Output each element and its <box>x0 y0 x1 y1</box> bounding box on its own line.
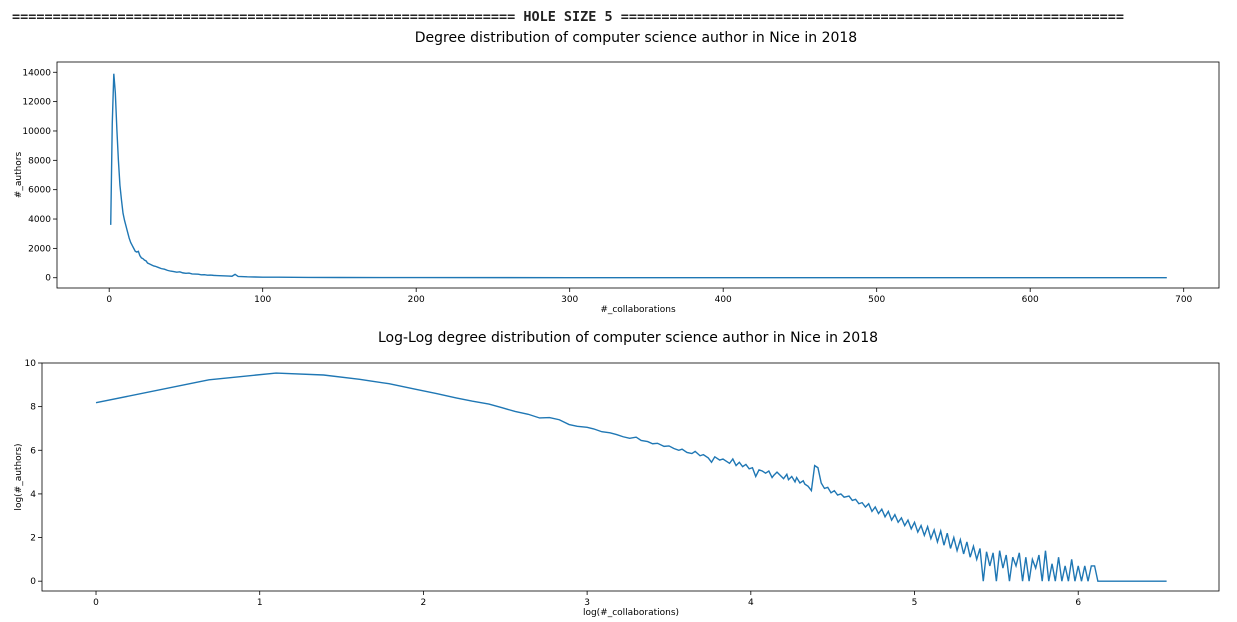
x-tick-label: 0 <box>106 295 112 305</box>
y-tick-label: 14000 <box>22 68 51 78</box>
x-axis: 0 100 200 300 400 500 600 700 <box>106 288 1193 305</box>
x-tick-label: 0 <box>93 598 99 608</box>
x-tick-label: 300 <box>561 295 578 305</box>
y-axis-label: #_authors <box>14 151 24 198</box>
y-tick-label: 12000 <box>22 98 51 108</box>
log-log-series-line <box>95 372 1167 582</box>
log-log-degree-distribution-chart: Log-Log degree distribution of computer … <box>14 330 1220 618</box>
x-tick-label: 600 <box>1022 295 1039 305</box>
x-tick-label: 6 <box>1075 598 1081 608</box>
x-tick-label: 700 <box>1175 295 1192 305</box>
chart-title: Log-Log degree distribution of computer … <box>378 330 878 346</box>
y-tick-label: 0 <box>45 274 51 284</box>
plot-frame <box>41 362 1220 592</box>
x-tick-label: 200 <box>408 295 425 305</box>
plot-frame <box>56 61 1220 289</box>
x-tick-label: 1 <box>257 598 263 608</box>
chart-title: Degree distribution of computer science … <box>415 30 857 46</box>
x-tick-label: 400 <box>715 295 732 305</box>
x-axis-label: log(#_collaborations) <box>583 608 679 618</box>
y-tick-label: 2000 <box>28 244 51 254</box>
y-tick-label: 10 <box>25 359 37 369</box>
hole-size-banner-text: ========================================… <box>12 10 1124 25</box>
x-axis-label: #_collaborations <box>600 305 676 315</box>
y-tick-label: 4000 <box>28 215 51 225</box>
y-axis: 0 2000 4000 6000 8000 10000 12000 14000 <box>22 68 57 284</box>
y-tick-label: 10000 <box>22 127 51 137</box>
x-axis: 0 1 2 3 4 5 6 <box>93 591 1081 608</box>
y-axis: 0 2 4 6 8 10 <box>25 359 42 587</box>
y-tick-label: 8 <box>30 403 36 413</box>
y-axis-label: log(#_authors) <box>14 443 24 510</box>
degree-distribution-chart: Degree distribution of computer science … <box>14 30 1220 315</box>
y-tick-label: 8000 <box>28 156 51 166</box>
y-tick-label: 0 <box>30 577 36 587</box>
x-tick-label: 2 <box>421 598 427 608</box>
x-tick-label: 500 <box>868 295 885 305</box>
x-tick-label: 3 <box>584 598 590 608</box>
x-tick-label: 100 <box>254 295 271 305</box>
y-tick-label: 2 <box>30 534 36 544</box>
hole-size-banner: ========================================… <box>12 10 1124 25</box>
x-tick-label: 4 <box>748 598 754 608</box>
y-tick-label: 6000 <box>28 186 51 196</box>
y-tick-label: 6 <box>30 446 36 456</box>
degree-series-line <box>110 73 1167 279</box>
x-tick-label: 5 <box>912 598 918 608</box>
y-tick-label: 4 <box>30 490 36 500</box>
